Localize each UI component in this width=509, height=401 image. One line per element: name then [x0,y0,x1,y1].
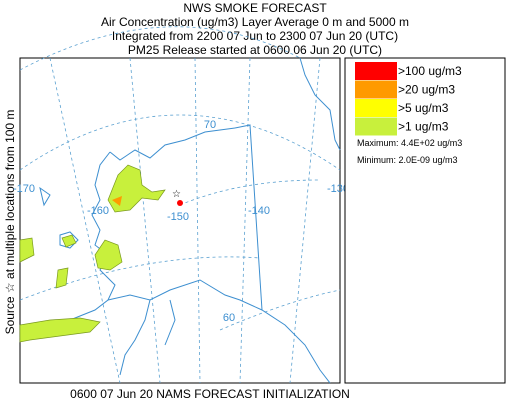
legend-label: >20 ug/m3 [398,83,455,97]
footer: 0600 07 Jun 20 NAMS FORECAST INITIALIZAT… [70,387,350,401]
smoke-plumes [19,164,183,343]
legend-minimum: Minimum: 2.0E-09 ug/m3 [357,155,458,165]
subtitle: Air Concentration (ug/m3) Layer Average … [101,15,409,29]
legend-label: >5 ug/m3 [398,101,449,115]
smoke-core [177,200,183,206]
legend: >100 ug/m3 >20 ug/m3 >5 ug/m3 >1 ug/m3 [355,62,462,136]
subtitle: PM25 Release started at 0600 06 Jun 20 (… [128,43,382,57]
lon-label: -140 [248,205,270,217]
title: NWS SMOKE FORECAST [183,1,327,15]
subtitle: Integrated from 2200 07 Jun to 2300 07 J… [112,29,398,43]
legend-swatch [355,99,397,117]
legend-label: >1 ug/m3 [398,120,449,134]
legend-swatch [355,62,397,80]
lon-label: -170 [13,183,35,195]
map: -170 -160 -150 -140 -130 70 60 ☆ [13,26,349,384]
coastline [19,57,341,384]
source-star: ☆ [172,189,181,200]
graticule [19,26,341,384]
lon-label: -150 [167,211,189,223]
lon-label: -160 [87,205,109,217]
legend-swatch [355,80,397,99]
legend-label: >100 ug/m3 [398,64,462,78]
lat-label: 60 [223,312,235,324]
side-label: Source ☆ at multiple locations from 100 … [3,110,17,335]
lon-label: -130 [327,183,349,195]
lat-label: 70 [204,119,216,131]
legend-maximum: Maximum: 4.4E+02 ug/m3 [357,138,462,148]
legend-swatch [355,117,397,136]
